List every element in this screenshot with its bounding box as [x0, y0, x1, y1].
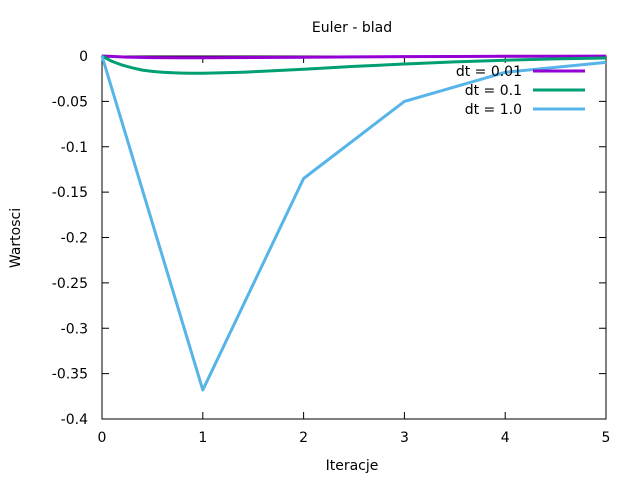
- x-axis-ticks: 0 1 2 3 4 5: [98, 56, 611, 446]
- y-tick-label: -0.4: [61, 412, 88, 428]
- series-line-dt-0-1: [101, 54, 607, 75]
- legend-label: dt = 0.01: [456, 64, 522, 80]
- y-tick-label: 0: [79, 49, 88, 65]
- x-axis-label: Iteracje: [326, 458, 379, 474]
- legend-label: dt = 0.1: [465, 83, 522, 99]
- x-tick-label: 0: [98, 430, 107, 446]
- x-tick-label: 5: [602, 430, 611, 446]
- y-tick-label: -0.25: [52, 276, 88, 292]
- legend: dt = 0.01 dt = 0.1 dt = 1.0: [456, 64, 585, 118]
- x-tick-label: 2: [299, 430, 308, 446]
- legend-label: dt = 1.0: [465, 102, 522, 118]
- series-lines: [100, 54, 607, 392]
- y-tick-label: -0.3: [61, 321, 88, 337]
- x-tick-label: 1: [198, 430, 207, 446]
- x-tick-label: 3: [400, 430, 409, 446]
- chart-title: Euler - blad: [312, 20, 392, 36]
- y-tick-label: -0.1: [61, 140, 88, 156]
- y-axis-label: Wartosci: [8, 208, 24, 268]
- x-tick-label: 4: [501, 430, 510, 446]
- series-line-dt-0-01: [101, 54, 607, 60]
- y-tick-label: -0.15: [52, 185, 88, 201]
- y-tick-label: -0.05: [52, 94, 88, 110]
- y-axis-ticks: 0 -0.05 -0.1 -0.15 -0.2 -0.25 -0.3 -0.35 -0.4: [52, 49, 606, 428]
- y-tick-label: -0.2: [61, 231, 88, 247]
- plot-frame: [101, 55, 607, 420]
- series-line-dt-1-0: [100, 55, 607, 392]
- y-tick-label: -0.35: [52, 367, 88, 383]
